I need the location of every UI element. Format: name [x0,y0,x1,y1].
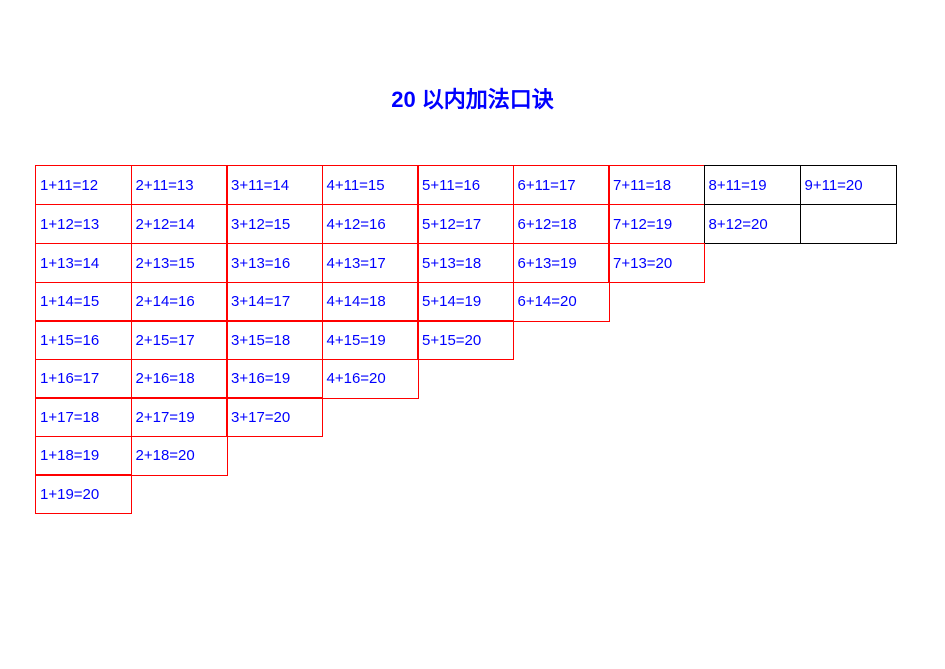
table-cell: 2+17=19 [131,397,228,437]
table-cell: 2+18=20 [131,436,228,476]
table-cell: 3+14=17 [226,282,323,322]
table-row: 1+15=162+15=173+15=184+15=195+15=20 [35,320,896,359]
table-cell: 4+15=19 [322,320,419,360]
table-cell: 1+11=12 [35,165,132,205]
table-cell [800,204,897,244]
table-cell: 7+13=20 [608,243,705,283]
table-cell: 3+15=18 [226,320,323,360]
addition-table: 1+11=122+11=133+11=144+11=155+11=166+11=… [35,165,896,513]
table-cell: 4+13=17 [322,243,419,283]
table-cell: 7+11=18 [608,165,705,205]
table-cell: 8+11=19 [704,165,801,205]
table-row: 1+16=172+16=183+16=194+16=20 [35,359,896,398]
table-cell: 9+11=20 [800,165,897,205]
table-cell: 5+12=17 [417,204,514,244]
table-cell: 5+14=19 [417,282,514,322]
table-cell: 1+16=17 [35,359,132,399]
page-title: 20 以内加法口诀 [0,0,945,164]
table-cell: 5+15=20 [417,320,514,360]
table-cell: 4+14=18 [322,282,419,322]
table-cell: 1+17=18 [35,397,132,437]
table-cell: 6+14=20 [513,282,610,322]
table-row: 1+13=142+13=153+13=164+13=175+13=186+13=… [35,243,896,282]
table-cell: 3+16=19 [226,359,323,399]
table-cell: 2+16=18 [131,359,228,399]
table-cell: 1+18=19 [35,436,132,476]
table-cell: 4+11=15 [322,165,419,205]
table-cell: 6+13=19 [513,243,610,283]
table-cell: 6+11=17 [513,165,610,205]
table-cell: 1+12=13 [35,204,132,244]
table-cell: 3+13=16 [226,243,323,283]
table-cell: 2+11=13 [131,165,228,205]
table-cell: 3+12=15 [226,204,323,244]
table-cell: 3+11=14 [226,165,323,205]
table-cell: 3+17=20 [226,397,323,437]
table-cell: 4+16=20 [322,359,419,399]
table-row: 1+11=122+11=133+11=144+11=155+11=166+11=… [35,165,896,204]
table-row: 1+12=132+12=143+12=154+12=165+12=176+12=… [35,204,896,243]
table-cell: 1+19=20 [35,474,132,514]
table-cell: 4+12=16 [322,204,419,244]
table-row: 1+18=192+18=20 [35,436,896,475]
table-cell: 5+11=16 [417,165,514,205]
table-cell: 7+12=19 [608,204,705,244]
table-cell: 8+12=20 [704,204,801,244]
table-cell: 1+15=16 [35,320,132,360]
table-cell: 2+14=16 [131,282,228,322]
table-cell: 1+14=15 [35,282,132,322]
table-row: 1+19=20 [35,474,896,513]
table-row: 1+17=182+17=193+17=20 [35,397,896,436]
table-row: 1+14=152+14=163+14=174+14=185+14=196+14=… [35,282,896,321]
table-cell: 2+13=15 [131,243,228,283]
table-cell: 1+13=14 [35,243,132,283]
table-cell: 6+12=18 [513,204,610,244]
table-cell: 2+12=14 [131,204,228,244]
table-cell: 5+13=18 [417,243,514,283]
table-cell: 2+15=17 [131,320,228,360]
